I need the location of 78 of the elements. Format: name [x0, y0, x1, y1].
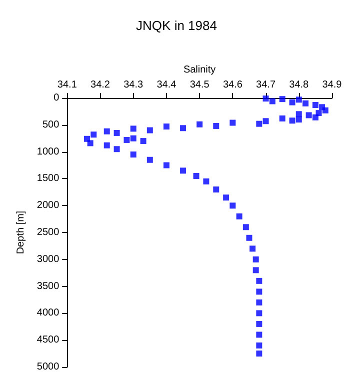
y-axis-title: Depth [m]: [16, 210, 26, 254]
point: [279, 96, 286, 102]
x-tick-label: 34.3: [124, 80, 144, 90]
point: [256, 278, 262, 284]
x-axis-title: Salinity: [183, 64, 216, 76]
x-tick-label: 34.4: [156, 80, 177, 90]
point: [193, 173, 200, 180]
point: [256, 299, 262, 306]
point: [213, 186, 220, 192]
point: [306, 112, 312, 118]
point: [252, 256, 259, 262]
x-tick-label: 34.5: [190, 80, 210, 90]
point: [140, 138, 146, 144]
point: [124, 136, 130, 143]
point: [130, 126, 136, 132]
point: [256, 350, 262, 357]
point: [296, 111, 302, 118]
point: [279, 115, 286, 122]
point: [262, 96, 269, 102]
y-tick-label: 2500: [36, 227, 60, 238]
point: [289, 99, 296, 106]
point: [256, 288, 262, 295]
point: [296, 96, 302, 103]
point: [163, 124, 170, 130]
point: [223, 194, 230, 201]
point: [163, 162, 170, 168]
point: [114, 146, 120, 152]
y-tick-label: 0: [54, 92, 60, 104]
point: [250, 246, 256, 252]
point: [262, 118, 269, 124]
point: [256, 120, 262, 127]
point: [289, 118, 296, 124]
point: [322, 107, 328, 114]
point: [230, 120, 236, 126]
point: [256, 342, 262, 348]
point: [230, 202, 236, 209]
y-tick-label: 1000: [36, 146, 60, 158]
y-tick-label: 2000: [36, 200, 60, 212]
y-tick-label: 3000: [36, 254, 60, 265]
y-tick-label: 4500: [36, 334, 60, 346]
point: [87, 140, 94, 146]
point: [236, 213, 242, 220]
point: [302, 100, 309, 106]
point: [130, 151, 136, 158]
x-tick-label: 34.2: [90, 80, 110, 90]
point: [213, 122, 220, 129]
y-tick-label: 3500: [36, 280, 60, 292]
point: [246, 234, 252, 241]
point: [256, 310, 262, 316]
x-tick-label: 34.8: [289, 80, 310, 90]
point: [296, 116, 302, 123]
y-tick-label: 500: [42, 119, 60, 130]
y-tick-label: 5000: [36, 362, 60, 372]
point: [196, 121, 203, 128]
point: [312, 102, 318, 108]
point: [146, 156, 153, 163]
point: [242, 224, 249, 230]
point: [114, 130, 120, 136]
point: [312, 114, 318, 120]
point: [180, 125, 186, 132]
point: [146, 127, 153, 134]
x-tick-label: 34.7: [256, 80, 276, 90]
point: [256, 332, 262, 338]
point: [256, 320, 262, 327]
point: [252, 267, 259, 274]
x-tick-label: 34.9: [322, 80, 342, 90]
point: [104, 142, 110, 148]
point: [130, 135, 136, 142]
y-tick-label: 1500: [36, 173, 60, 184]
x-tick-label: 34.1: [57, 80, 78, 90]
x-tick-label: 34.6: [222, 80, 243, 90]
point: [90, 132, 97, 138]
point: [203, 178, 210, 184]
y-tick-label: 4000: [36, 308, 60, 319]
point: [180, 168, 186, 174]
chart-title: JNQK in 1984: [136, 18, 217, 33]
point: [269, 98, 276, 104]
point: [104, 128, 110, 134]
